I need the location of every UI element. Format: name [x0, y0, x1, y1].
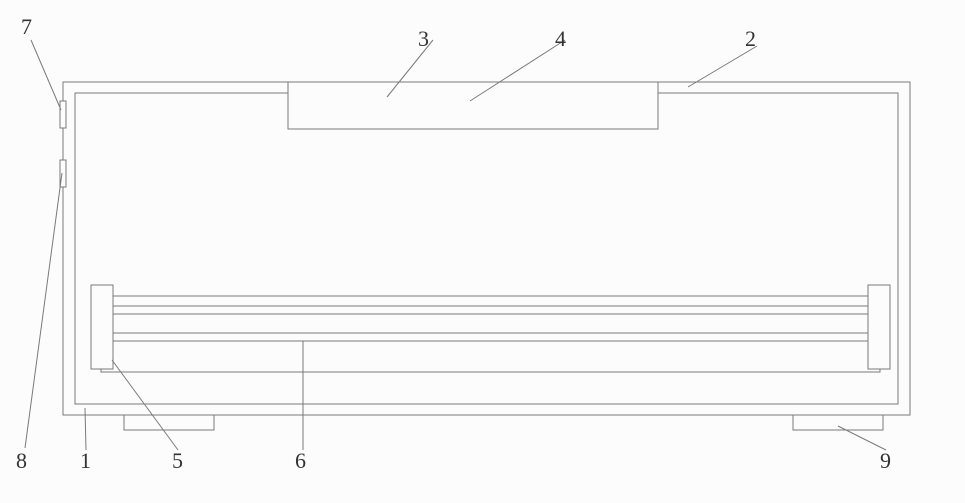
left-port-1-overlay: [60, 101, 66, 128]
lower-inner-right: [868, 285, 890, 369]
inner-frame: [75, 93, 898, 404]
foot-right: [793, 415, 883, 430]
lower-inner-left: [91, 285, 113, 369]
callout-label-7: 7: [21, 14, 32, 40]
left-port-2-overlay: [60, 160, 66, 187]
top-panel-overlay: [288, 82, 658, 129]
callout-label-5: 5: [172, 448, 183, 474]
callout-label-6: 6: [295, 448, 306, 474]
leader-5: [112, 360, 178, 450]
top-hole: [465, 97, 473, 105]
leader-7: [31, 40, 61, 110]
lower-band: [101, 296, 880, 372]
callout-label-1: 1: [80, 448, 91, 474]
leader-1: [85, 408, 86, 450]
callout-label-3: 3: [418, 26, 429, 52]
callout-label-9: 9: [880, 448, 891, 474]
outer-frame: [63, 82, 910, 415]
left-port-1: [60, 101, 66, 128]
leader-4: [470, 40, 565, 101]
lower-inner-left-overlay: [91, 285, 113, 369]
callout-label-8: 8: [16, 448, 27, 474]
top-panel: [288, 82, 658, 129]
callout-label-4: 4: [555, 26, 566, 52]
left-port-2: [60, 160, 66, 187]
callout-label-2: 2: [745, 26, 756, 52]
lower-inner-right-overlay: [868, 285, 890, 369]
leader-2: [688, 46, 757, 87]
diagram-root: 7 3 4 2 8 1 5 6 9: [0, 0, 965, 503]
leader-8: [25, 173, 62, 448]
foot-left: [124, 415, 214, 430]
leader-9: [838, 426, 886, 450]
diagram-svg: [0, 0, 965, 503]
